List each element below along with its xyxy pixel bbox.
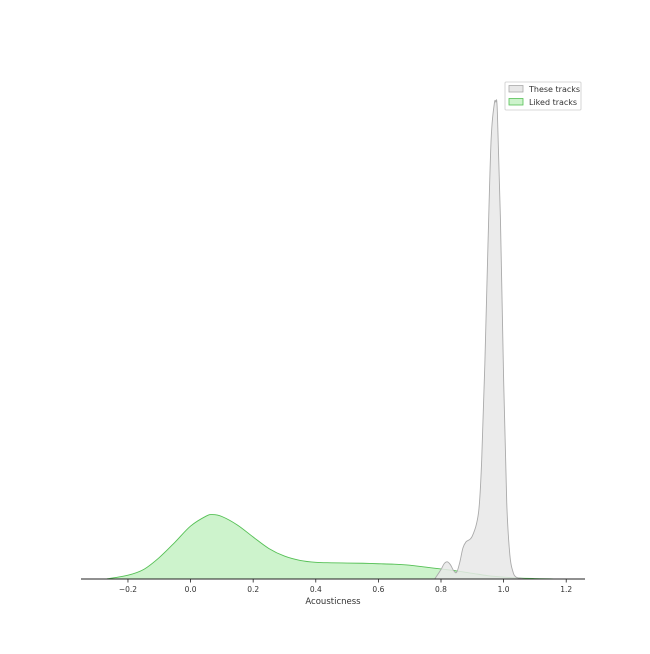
density-area-liked-tracks (106, 514, 564, 579)
x-ticks: −0.2 0.0 0.2 0.4 0.6 0.8 1.0 1.2 (119, 579, 572, 594)
x-tick-label: 1.2 (560, 585, 572, 594)
x-tick-label: 0.8 (435, 585, 447, 594)
x-tick-label: 0.6 (372, 585, 384, 594)
legend-label-liked-tracks: Liked tracks (529, 98, 577, 107)
x-tick-label: 0.0 (185, 585, 197, 594)
legend-label-these-tracks: These tracks (528, 85, 580, 94)
x-tick-label: −0.2 (119, 585, 137, 594)
x-tick-label: 0.4 (310, 585, 322, 594)
legend-swatch-these-tracks (508, 85, 524, 93)
x-tick-label: 1.0 (498, 585, 510, 594)
density-line-these-tracks (434, 99, 529, 580)
series-layer (105, 99, 564, 580)
legend: These tracks Liked tracks (504, 81, 582, 111)
x-tick-label: 0.2 (247, 585, 259, 594)
legend-swatch-liked-tracks (508, 98, 524, 106)
x-axis-label: Acousticness (305, 597, 361, 607)
legend-box (504, 81, 582, 111)
density-area-these-tracks (434, 99, 529, 579)
